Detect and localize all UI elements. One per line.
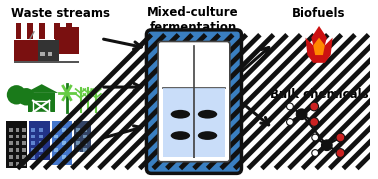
Bar (22, 148, 26, 152)
Ellipse shape (198, 131, 217, 140)
Bar (15, 135, 19, 139)
Text: Mixed-culture
fermentation: Mixed-culture fermentation (147, 6, 239, 34)
Bar (84, 148, 87, 152)
Circle shape (336, 133, 345, 142)
Bar (29, 121, 50, 160)
Bar (76, 148, 79, 152)
Bar (54, 128, 58, 132)
Circle shape (321, 140, 332, 151)
Circle shape (312, 150, 319, 156)
Polygon shape (305, 26, 333, 63)
Bar (62, 155, 66, 159)
Bar (62, 141, 66, 145)
Bar (22, 141, 26, 145)
Bar (39, 155, 43, 159)
Bar (84, 141, 87, 145)
Bar (62, 128, 66, 132)
Bar (15, 128, 19, 132)
Bar (15, 155, 19, 159)
Bar (9, 141, 12, 145)
Circle shape (17, 88, 35, 105)
Bar (62, 148, 66, 152)
Bar (22, 162, 26, 166)
Circle shape (312, 134, 319, 141)
Bar (15, 141, 19, 145)
Bar (27, 23, 33, 39)
Bar (22, 155, 26, 159)
Bar (66, 23, 72, 39)
Bar (54, 155, 58, 159)
Bar (22, 128, 26, 132)
Bar (22, 135, 26, 139)
Bar (163, 88, 225, 157)
Bar (9, 135, 12, 139)
Bar (54, 148, 58, 152)
Bar (31, 128, 35, 132)
Bar (74, 121, 91, 152)
Circle shape (287, 103, 293, 110)
Bar (54, 141, 58, 145)
Circle shape (336, 149, 345, 157)
Bar (54, 135, 58, 139)
Text: Waste streams: Waste streams (11, 7, 110, 20)
Bar (39, 128, 43, 132)
FancyBboxPatch shape (146, 30, 242, 173)
Bar (9, 155, 12, 159)
Circle shape (7, 85, 26, 105)
Bar (76, 135, 79, 139)
Bar (84, 128, 87, 132)
Bar (84, 135, 87, 139)
Bar (9, 148, 12, 152)
Bar (39, 135, 43, 139)
Circle shape (310, 118, 319, 126)
Bar (6, 121, 27, 168)
FancyBboxPatch shape (158, 42, 230, 162)
Text: Biofuels: Biofuels (292, 7, 346, 20)
Bar (15, 148, 19, 152)
Bar (40, 52, 45, 56)
Bar (76, 141, 79, 145)
Bar (15, 23, 21, 39)
Bar (39, 23, 45, 39)
Bar (14, 61, 79, 63)
Bar (15, 162, 19, 166)
Bar (31, 141, 35, 145)
Circle shape (287, 119, 293, 125)
Bar (9, 162, 12, 166)
Text: Bulk chemicals: Bulk chemicals (270, 88, 368, 101)
Bar (33, 101, 50, 112)
Bar (14, 40, 43, 61)
Polygon shape (25, 84, 58, 93)
Ellipse shape (171, 131, 190, 140)
Bar (31, 155, 35, 159)
Polygon shape (313, 38, 325, 55)
Bar (38, 40, 59, 61)
Bar (31, 135, 35, 139)
Bar (62, 135, 66, 139)
Bar (53, 121, 72, 165)
Circle shape (310, 102, 319, 111)
Bar (55, 27, 79, 54)
Bar (76, 128, 79, 132)
Ellipse shape (198, 110, 217, 119)
Bar (48, 52, 53, 56)
Ellipse shape (171, 110, 190, 119)
Circle shape (296, 109, 307, 120)
Bar (54, 23, 60, 39)
Bar (9, 128, 12, 132)
Bar (28, 93, 55, 112)
Bar (31, 148, 35, 152)
Bar (39, 148, 43, 152)
Bar (39, 141, 43, 145)
